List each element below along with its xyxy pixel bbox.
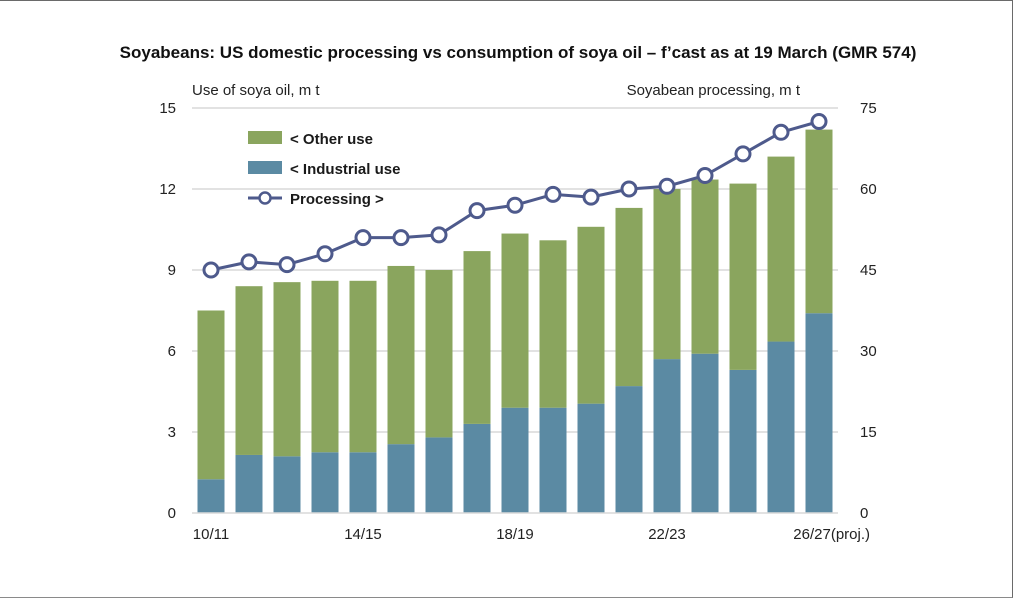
processing-point — [468, 202, 486, 220]
processing-point — [810, 113, 828, 130]
x-tick-label: 14/15 — [344, 526, 382, 543]
bar-industrial-use — [767, 341, 795, 513]
bar-industrial-use — [273, 456, 301, 513]
bar-industrial-use — [577, 403, 605, 513]
bar-industrial-use — [197, 479, 225, 513]
legend-swatch-other-use — [248, 131, 282, 144]
processing-point — [544, 185, 562, 203]
left-tick-label: 6 — [168, 343, 176, 360]
left-tick-label: 12 — [159, 181, 176, 198]
right-axis-label: Soyabean processing, m t — [627, 82, 801, 99]
processing-point — [316, 245, 334, 263]
bar-other-use — [311, 280, 339, 453]
bar-other-use — [577, 226, 605, 404]
bar-industrial-use — [311, 452, 339, 513]
right-tick-label: 45 — [860, 262, 877, 279]
bar-other-use — [729, 183, 757, 370]
processing-point — [620, 180, 638, 198]
bar-other-use — [197, 310, 225, 480]
legend: < Other use < Industrial use Processing > — [248, 131, 400, 208]
bar-other-use — [387, 265, 415, 445]
processing-point — [240, 253, 258, 271]
legend-swatch-industrial-use — [248, 161, 282, 174]
x-tick-label: 10/11 — [193, 526, 229, 543]
x-tick-label: 26/27(proj.) — [793, 526, 870, 543]
bar-industrial-use — [387, 444, 415, 513]
processing-point — [582, 188, 600, 206]
bar-other-use — [539, 240, 567, 408]
bar-other-use — [615, 207, 643, 387]
right-tick-label: 15 — [860, 424, 877, 441]
processing-point — [354, 229, 372, 247]
legend-label-processing: Processing > — [290, 191, 384, 208]
bar-industrial-use — [691, 353, 719, 513]
legend-marker-processing — [258, 191, 272, 205]
bar-industrial-use — [235, 454, 263, 513]
processing-point — [506, 196, 524, 214]
bar-other-use — [653, 189, 681, 360]
bar-industrial-use — [349, 452, 377, 513]
right-tick-label: 0 — [860, 505, 868, 522]
processing-point — [278, 256, 296, 274]
right-tick-label: 60 — [860, 181, 877, 198]
bar-other-use — [691, 179, 719, 354]
legend-label-other-use: < Other use — [290, 131, 373, 148]
bar-industrial-use — [463, 423, 491, 513]
bar-other-use — [425, 270, 453, 438]
bar-industrial-use — [539, 407, 567, 513]
bar-other-use — [767, 156, 795, 342]
processing-line-series — [202, 113, 828, 279]
bar-other-use — [501, 233, 529, 408]
left-tick-label: 9 — [168, 262, 176, 279]
legend-label-industrial-use: < Industrial use — [290, 161, 400, 178]
bar-industrial-use — [805, 313, 833, 513]
processing-point — [772, 123, 790, 141]
bar-industrial-use — [653, 359, 681, 513]
bar-industrial-use — [501, 407, 529, 513]
right-tick-label: 30 — [860, 343, 877, 360]
bar-other-use — [349, 280, 377, 453]
chart-title: Soyabeans: US domestic processing vs con… — [120, 43, 917, 62]
bar-other-use — [805, 129, 833, 314]
processing-point — [658, 177, 676, 195]
axes: 0 3 6 9 12 15 0 15 30 45 60 75 10/11 14/15 18/19 22/23 2… — [159, 100, 876, 543]
left-tick-label: 3 — [168, 424, 176, 441]
x-tick-label: 18/19 — [496, 526, 534, 543]
processing-point — [734, 145, 752, 163]
processing-point — [202, 261, 220, 279]
right-tick-label: 75 — [860, 100, 877, 117]
left-tick-label: 0 — [168, 505, 176, 522]
bar-other-use — [463, 251, 491, 424]
bar-series — [197, 129, 833, 513]
processing-point — [430, 226, 448, 244]
left-axis-label: Use of soya oil, m t — [192, 82, 320, 99]
left-tick-label: 15 — [159, 100, 176, 117]
bar-other-use — [235, 286, 263, 455]
bar-industrial-use — [729, 369, 757, 513]
x-tick-label: 22/23 — [648, 526, 686, 543]
bar-industrial-use — [615, 386, 643, 513]
bar-industrial-use — [425, 437, 453, 513]
processing-point — [392, 229, 410, 247]
processing-point — [696, 167, 714, 184]
bar-other-use — [273, 282, 301, 457]
